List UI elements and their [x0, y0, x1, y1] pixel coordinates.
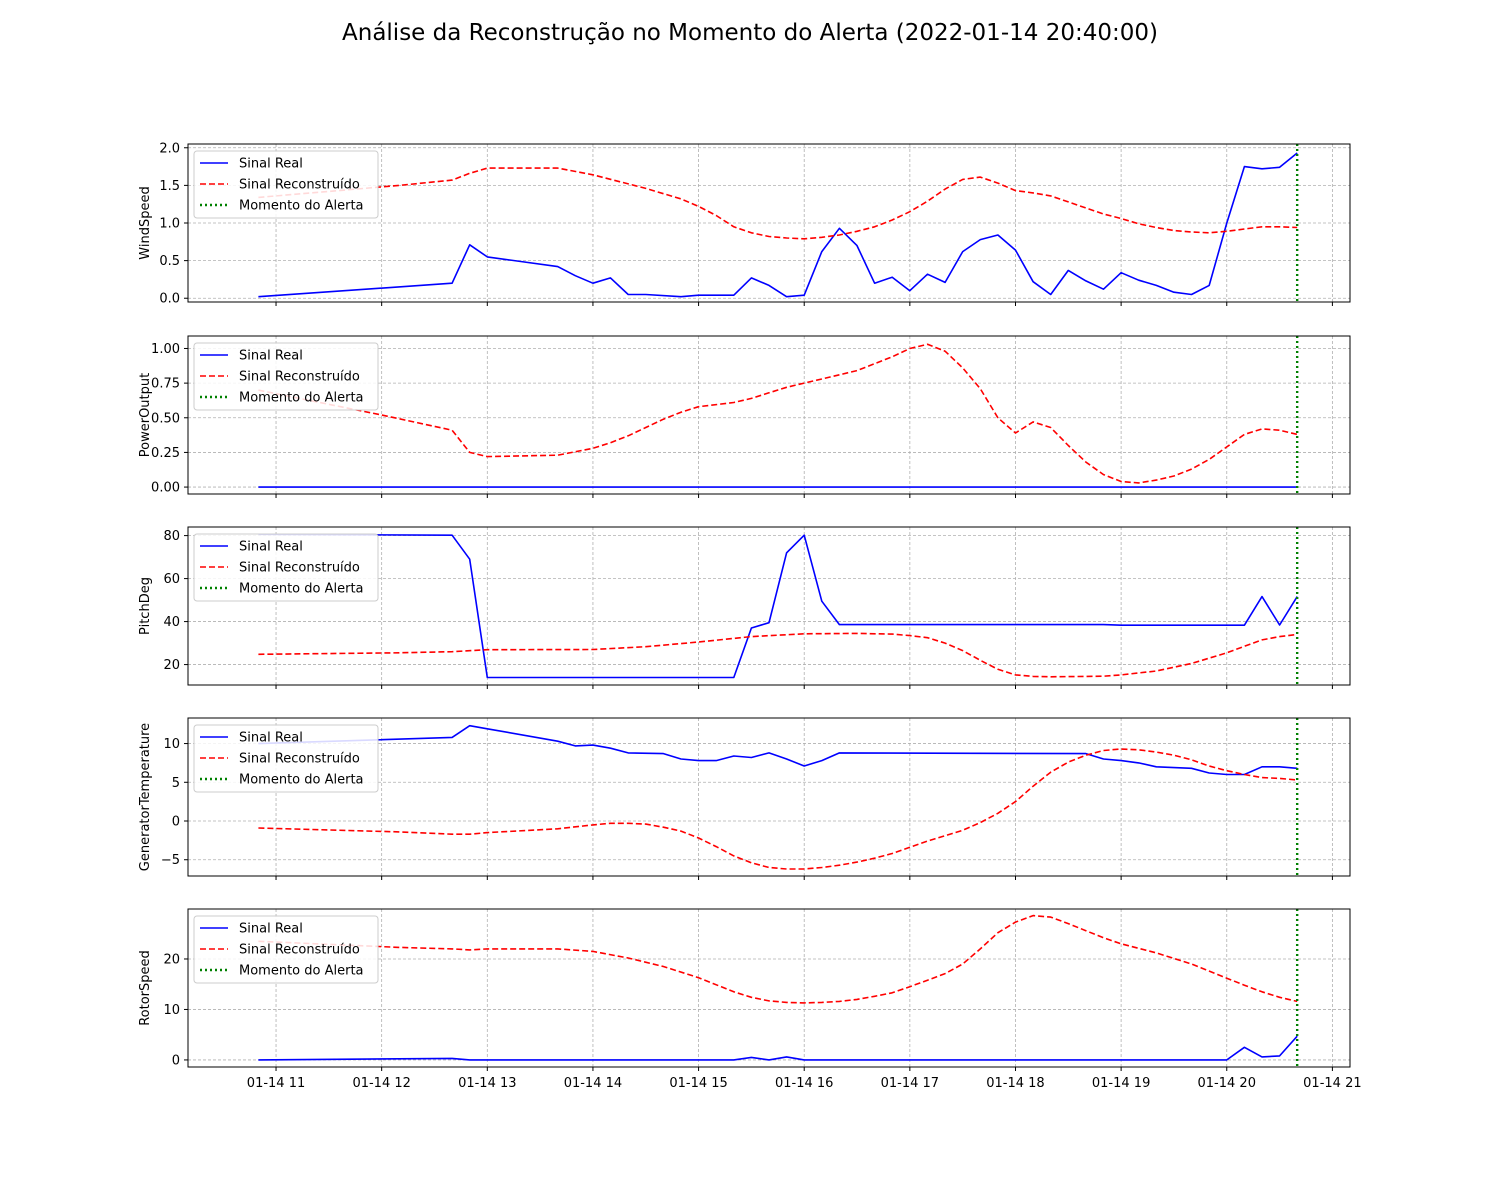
- pitchdeg-ytick-label: 40: [163, 615, 180, 630]
- rotorspeed-xtick-label: 01-14 12: [352, 1076, 410, 1091]
- generatortemperature-real-line: [258, 724, 1298, 776]
- generatortemperature-ylabel: GeneratorTemperature: [138, 723, 153, 871]
- rotorspeed-legend-box: [193, 915, 379, 984]
- pitchdeg-ytick-label: 60: [163, 572, 180, 587]
- pitchdeg-ylabel: PitchDeg: [138, 577, 153, 635]
- pitchdeg-legend-label: Sinal Reconstruído: [239, 561, 360, 576]
- rotorspeed-xtick-label: 01-14 21: [1303, 1076, 1361, 1091]
- rotorspeed-ylabel: RotorSpeed: [138, 950, 153, 1026]
- windspeed-ytick-label: 2.0: [159, 141, 180, 156]
- rotorspeed-xtick-label: 01-14 16: [775, 1076, 833, 1091]
- windspeed-legend-label: Sinal Reconstruído: [239, 178, 360, 193]
- rotorspeed-ytick-label: 0: [172, 1053, 180, 1068]
- poweroutput-ytick-label: 0.50: [151, 411, 180, 426]
- poweroutput-legend-label: Sinal Reconstruído: [239, 370, 360, 385]
- rotorspeed-legend-label: Sinal Reconstruído: [239, 943, 360, 958]
- generatortemperature-axes-frame: [187, 717, 1351, 877]
- poweroutput-ytick-label: 0.25: [151, 446, 180, 461]
- rotorspeed-xtick-label: 01-14 14: [564, 1076, 622, 1091]
- generatortemperature-legend-label: Sinal Real: [239, 731, 303, 746]
- rotorspeed-legend-label: Momento do Alerta: [239, 964, 364, 979]
- windspeed-legend-box: [193, 150, 379, 219]
- pitchdeg-real-line: [258, 533, 1298, 679]
- poweroutput-legend-label: Momento do Alerta: [239, 391, 364, 406]
- figure-title: Análise da Reconstrução no Momento do Al…: [342, 20, 1158, 46]
- rotorspeed-xtick-label: 01-14 18: [986, 1076, 1044, 1091]
- pitchdeg-axes-frame: [187, 526, 1351, 686]
- pitchdeg-legend-label: Momento do Alerta: [239, 582, 364, 597]
- rotorspeed-xtick-label: 01-14 17: [881, 1076, 939, 1091]
- windspeed-real-line: [258, 152, 1298, 298]
- windspeed-ytick-label: 1.5: [159, 179, 180, 194]
- generatortemperature-ytick-label: 0: [172, 815, 180, 830]
- generatortemperature-legend-label: Momento do Alerta: [239, 773, 364, 788]
- rotorspeed-ytick-label: 20: [163, 952, 180, 967]
- poweroutput-legend-label: Sinal Real: [239, 349, 303, 364]
- generatortemperature-ytick-label: −5: [161, 853, 180, 868]
- rotorspeed-axes-frame: [187, 908, 1351, 1068]
- poweroutput-ytick-label: 0.75: [151, 377, 180, 392]
- generatortemperature-legend-label: Sinal Reconstruído: [239, 752, 360, 767]
- windspeed-legend-label: Sinal Real: [239, 157, 303, 172]
- rotorspeed-ytick-label: 10: [163, 1003, 180, 1018]
- poweroutput-axes-frame: [187, 335, 1351, 495]
- poweroutput-legend-box: [193, 342, 379, 411]
- windspeed-ytick-label: 0.5: [159, 254, 180, 269]
- rotorspeed-reconstructed-line: [258, 914, 1298, 1004]
- windspeed-ylabel: WindSpeed: [138, 186, 153, 259]
- pitchdeg-ytick-label: 20: [163, 658, 180, 673]
- generatortemperature-ytick-label: 5: [172, 776, 180, 791]
- windspeed-reconstructed-line: [258, 167, 1298, 240]
- rotorspeed-xtick-label: 01-14 19: [1092, 1076, 1150, 1091]
- rotorspeed-xtick-label: 01-14 11: [247, 1076, 305, 1091]
- poweroutput-ytick-label: 1.00: [151, 342, 180, 357]
- pitchdeg-reconstructed-line: [258, 632, 1298, 678]
- generatortemperature-ytick-label: 10: [163, 737, 180, 752]
- generatortemperature-legend-box: [193, 724, 379, 793]
- rotorspeed-legend-label: Sinal Real: [239, 922, 303, 937]
- windspeed-legend-label: Momento do Alerta: [239, 199, 364, 214]
- poweroutput-reconstructed-line: [258, 343, 1298, 484]
- pitchdeg-legend-label: Sinal Real: [239, 540, 303, 555]
- windspeed-ytick-label: 1.0: [159, 217, 180, 232]
- poweroutput-ytick-label: 0.00: [151, 481, 180, 496]
- rotorspeed-xtick-label: 01-14 13: [458, 1076, 516, 1091]
- pitchdeg-legend-box: [193, 533, 379, 602]
- generatortemperature-reconstructed-line: [258, 748, 1298, 870]
- pitchdeg-ytick-label: 80: [163, 529, 180, 544]
- rotorspeed-real-line: [258, 1035, 1298, 1061]
- rotorspeed-xtick-label: 01-14 15: [669, 1076, 727, 1091]
- poweroutput-ylabel: PowerOutput: [138, 373, 153, 457]
- rotorspeed-xtick-label: 01-14 20: [1198, 1076, 1256, 1091]
- windspeed-ytick-label: 0.0: [159, 292, 180, 307]
